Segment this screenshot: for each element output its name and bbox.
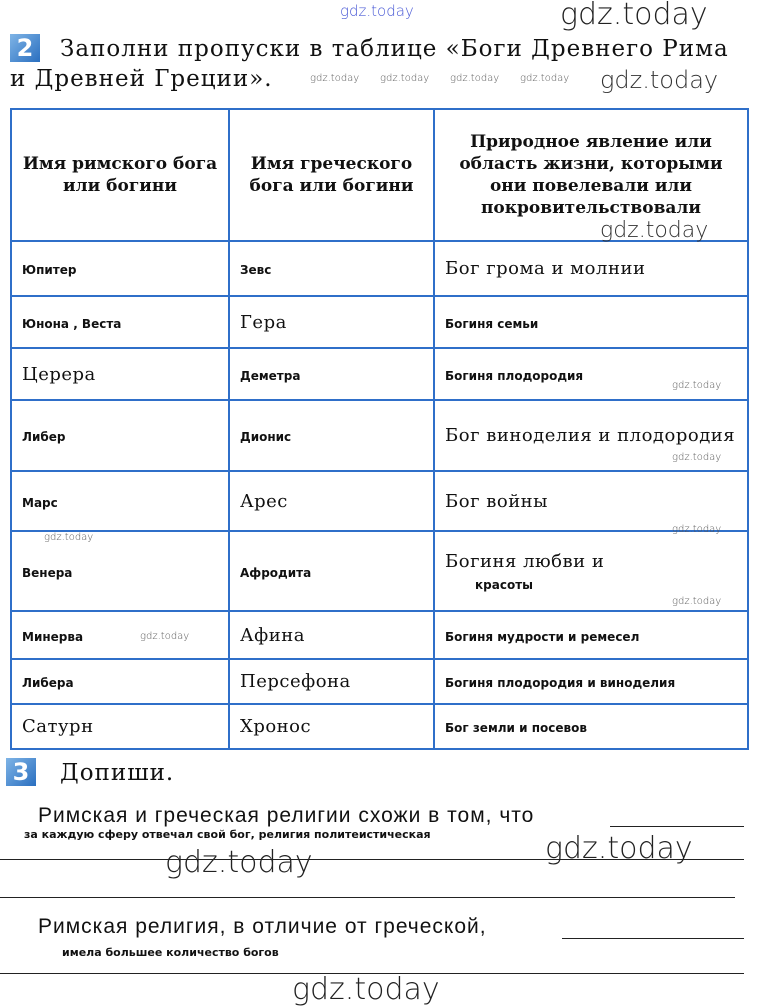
greek-name-cell[interactable]: Деметра bbox=[228, 347, 435, 401]
roman-name-cell[interactable]: Либера bbox=[10, 658, 230, 705]
table-row: Юпитер Зевс Бог грома и молнии bbox=[10, 240, 749, 297]
table-row: Венера Афродита Богиня любви и красоты bbox=[10, 530, 749, 612]
roman-name-cell-text: Минерва bbox=[22, 629, 84, 644]
table-row: Марс Арес Бог войны bbox=[10, 470, 749, 532]
domain-cell[interactable]: Богиня плодородия bbox=[433, 347, 749, 401]
roman-name-cell[interactable]: Юпитер bbox=[10, 240, 230, 297]
table-row: Церера Деметра Богиня плодородия bbox=[10, 347, 749, 401]
table-row: Юнона , Веста Гера Богиня семьи bbox=[10, 295, 749, 349]
roman-name-cell[interactable]: Венера bbox=[10, 530, 230, 612]
roman-name-cell[interactable]: Церера bbox=[10, 347, 230, 401]
greek-name-cell[interactable]: Персефона bbox=[228, 658, 435, 705]
domain-cell-text: Богиня плодородия и виноделия bbox=[445, 676, 676, 690]
domain-cell-text: Богиня плодородия bbox=[445, 368, 584, 383]
roman-name-cell-text: Юнона , Веста bbox=[22, 316, 122, 331]
sentence-2: Римская религия, в отличие от греческой, bbox=[38, 915, 487, 938]
watermark: gdz.today bbox=[44, 532, 94, 543]
roman-name-cell-text: Венера bbox=[22, 565, 73, 580]
greek-name-cell-text: Афродита bbox=[240, 565, 312, 580]
greek-name-cell-text: Дионис bbox=[240, 430, 292, 444]
greek-name-cell-text: Деметра bbox=[240, 368, 301, 383]
domain-cell[interactable]: Богиня любви и красоты bbox=[433, 530, 749, 612]
greek-name-cell[interactable]: Хронос bbox=[228, 703, 435, 750]
domain-cell[interactable]: Богиня семьи bbox=[433, 295, 749, 349]
task-number-badge: 3 bbox=[6, 758, 36, 786]
task2-instructions: Заполни пропуски в таблице «Боги Древнег… bbox=[10, 36, 729, 92]
task-number-badge: 2 bbox=[10, 34, 40, 62]
header-greek: Имя греческого бога или богини bbox=[228, 108, 435, 242]
watermark: gdz.today bbox=[600, 66, 719, 94]
domain-cell[interactable]: Бог земли и посевов bbox=[433, 703, 749, 750]
answer-line bbox=[562, 938, 744, 939]
greek-name-cell[interactable]: Гера bbox=[228, 295, 435, 349]
answer-line bbox=[0, 859, 744, 860]
greek-name-cell[interactable]: Дионис bbox=[228, 399, 435, 472]
roman-name-cell-text: Либер bbox=[22, 430, 66, 444]
roman-name-cell-text: Сатурн bbox=[22, 716, 94, 737]
answer-line bbox=[0, 897, 735, 898]
watermark: gdz.today bbox=[672, 380, 722, 391]
roman-name-cell[interactable]: Минерва bbox=[10, 610, 230, 660]
greek-name-cell[interactable]: Афина bbox=[228, 610, 435, 660]
greek-name-cell[interactable]: Арес bbox=[228, 470, 435, 532]
roman-name-cell-text: Марс bbox=[22, 495, 58, 510]
domain-cell[interactable]: Бог грома и молнии bbox=[433, 240, 749, 297]
domain-cell[interactable]: Бог виноделия и плодородия bbox=[433, 399, 749, 472]
roman-name-cell[interactable]: Либер bbox=[10, 399, 230, 472]
roman-name-cell-text: Либера bbox=[22, 676, 74, 690]
watermark: gdz.today bbox=[165, 845, 313, 880]
roman-name-cell[interactable]: Марс bbox=[10, 470, 230, 532]
answer-1[interactable]: за каждую сферу отвечал свой бог, религи… bbox=[24, 828, 431, 841]
watermark: gdz.today bbox=[310, 73, 360, 84]
header-roman: Имя римского бога или богини bbox=[10, 108, 230, 242]
greek-name-cell-text: Хронос bbox=[240, 716, 312, 737]
watermark: gdz.today bbox=[140, 631, 190, 642]
domain-cell-text: Богиня семьи bbox=[445, 316, 539, 331]
greek-name-cell[interactable]: Афродита bbox=[228, 530, 435, 612]
roman-name-cell[interactable]: Юнона , Веста bbox=[10, 295, 230, 349]
answer-line bbox=[0, 973, 744, 974]
watermark: gdz.today bbox=[560, 0, 708, 32]
task3-title: Допиши. bbox=[60, 760, 175, 786]
domain-cell-text: Богиня любви и bbox=[445, 550, 605, 572]
domain-cell-text: Богиня мудрости и ремесел bbox=[445, 629, 640, 644]
greek-name-cell-text: Арес bbox=[240, 490, 288, 512]
watermark: gdz.today bbox=[292, 972, 440, 1007]
domain-cell-text-extra: красоты bbox=[475, 577, 533, 592]
domain-cell-text: Бог виноделия и плодородия bbox=[445, 425, 736, 446]
domain-cell[interactable]: Богиня мудрости и ремесел bbox=[433, 610, 749, 660]
header-domain: Природное явление или область жизни, кот… bbox=[433, 108, 749, 242]
domain-cell-text: Бог грома и молнии bbox=[445, 258, 646, 279]
table-row: Минерва Афина Богиня мудрости и ремесел bbox=[10, 610, 749, 660]
domain-cell[interactable]: Богиня плодородия и виноделия bbox=[433, 658, 749, 705]
greek-name-cell-text: Зевс bbox=[240, 263, 272, 277]
domain-cell-text: Бог войны bbox=[445, 490, 549, 512]
greek-name-cell-text: Персефона bbox=[240, 671, 351, 692]
watermark: gdz.today bbox=[380, 73, 430, 84]
greek-name-cell[interactable]: Зевс bbox=[228, 240, 435, 297]
table-row: Сатурн Хронос Бог земли и посевов bbox=[10, 703, 749, 750]
table-row: Либера Персефона Богиня плодородия и винод… bbox=[10, 658, 749, 705]
roman-name-cell[interactable]: Сатурн bbox=[10, 703, 230, 750]
watermark: gdz.today bbox=[600, 218, 709, 243]
roman-name-cell-text: Юпитер bbox=[22, 263, 77, 277]
gods-table: Имя римского бога или богини Имя греческ… bbox=[10, 108, 749, 750]
answer-line bbox=[610, 826, 744, 827]
sentence-1: Римская и греческая религии схожи в том,… bbox=[38, 804, 535, 827]
answer-2[interactable]: имела большее количество богов bbox=[62, 946, 279, 959]
watermark: gdz.today bbox=[520, 73, 570, 84]
watermark: gdz.today bbox=[672, 452, 722, 463]
table-row: Либер Дионис Бог виноделия и плодородия bbox=[10, 399, 749, 472]
greek-name-cell-text: Афина bbox=[240, 624, 305, 646]
greek-name-cell-text: Гера bbox=[240, 311, 287, 333]
watermark: gdz.today bbox=[450, 73, 500, 84]
domain-cell[interactable]: Бог войны bbox=[433, 470, 749, 532]
watermark: gdz.today bbox=[672, 596, 722, 607]
roman-name-cell-text: Церера bbox=[22, 363, 96, 385]
watermark: gdz.today bbox=[340, 2, 414, 20]
domain-cell-text: Бог земли и посевов bbox=[445, 721, 587, 735]
watermark: gdz.today bbox=[545, 831, 693, 866]
watermark: gdz.today bbox=[672, 524, 722, 535]
